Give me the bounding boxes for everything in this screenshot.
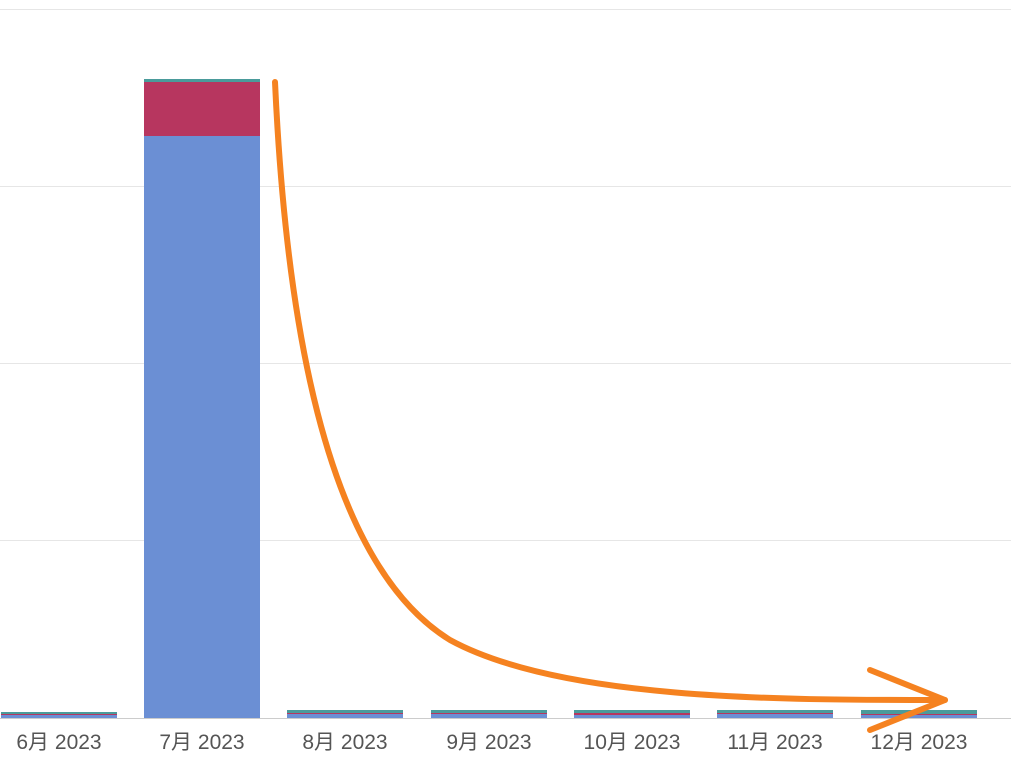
x-axis-baseline — [0, 718, 1011, 719]
bar-segment — [287, 713, 403, 714]
bar-group — [144, 79, 260, 718]
bar-segment — [574, 710, 690, 713]
bar-group — [717, 710, 833, 718]
bar-segment — [861, 714, 977, 715]
bar-segment — [574, 713, 690, 715]
gridline — [0, 9, 1011, 10]
x-axis-label: 8月 2023 — [302, 726, 387, 756]
bar-group — [431, 710, 547, 718]
x-axis-label: 10月 2023 — [584, 726, 681, 756]
x-axis: 6月 2023 7月 2023 8月 2023 9月 2023 10月 2023 11月 … — [0, 726, 1011, 766]
bar-segment — [431, 713, 547, 714]
bar-segment — [1, 714, 117, 715]
plot-region — [0, 0, 1011, 718]
bar-segment — [287, 710, 403, 713]
bar-segment — [861, 710, 977, 714]
bar-group — [574, 710, 690, 718]
bar-segment — [717, 714, 833, 718]
bar-group — [861, 710, 977, 718]
bar-segment — [144, 136, 260, 718]
bar-segment — [1, 712, 117, 714]
bar-segment — [717, 710, 833, 713]
bar-segment — [431, 714, 547, 718]
bar-segment — [144, 82, 260, 136]
x-axis-label: 11月 2023 — [727, 726, 822, 756]
x-axis-label: 9月 2023 — [446, 726, 531, 756]
bar-segment — [144, 79, 260, 82]
x-axis-label: 6月 2023 — [16, 726, 101, 756]
chart-area: 6月 2023 7月 2023 8月 2023 9月 2023 10月 2023 11月 … — [0, 0, 1011, 777]
bar-group — [1, 712, 117, 718]
bar-segment — [717, 713, 833, 714]
bar-segment — [574, 715, 690, 718]
bar-group — [287, 710, 403, 718]
x-axis-label: 12月 2023 — [871, 726, 968, 756]
bar-segment — [287, 714, 403, 718]
bar-segment — [1, 715, 117, 718]
x-axis-label: 7月 2023 — [159, 726, 244, 756]
bar-segment — [861, 715, 977, 718]
bar-segment — [431, 710, 547, 713]
